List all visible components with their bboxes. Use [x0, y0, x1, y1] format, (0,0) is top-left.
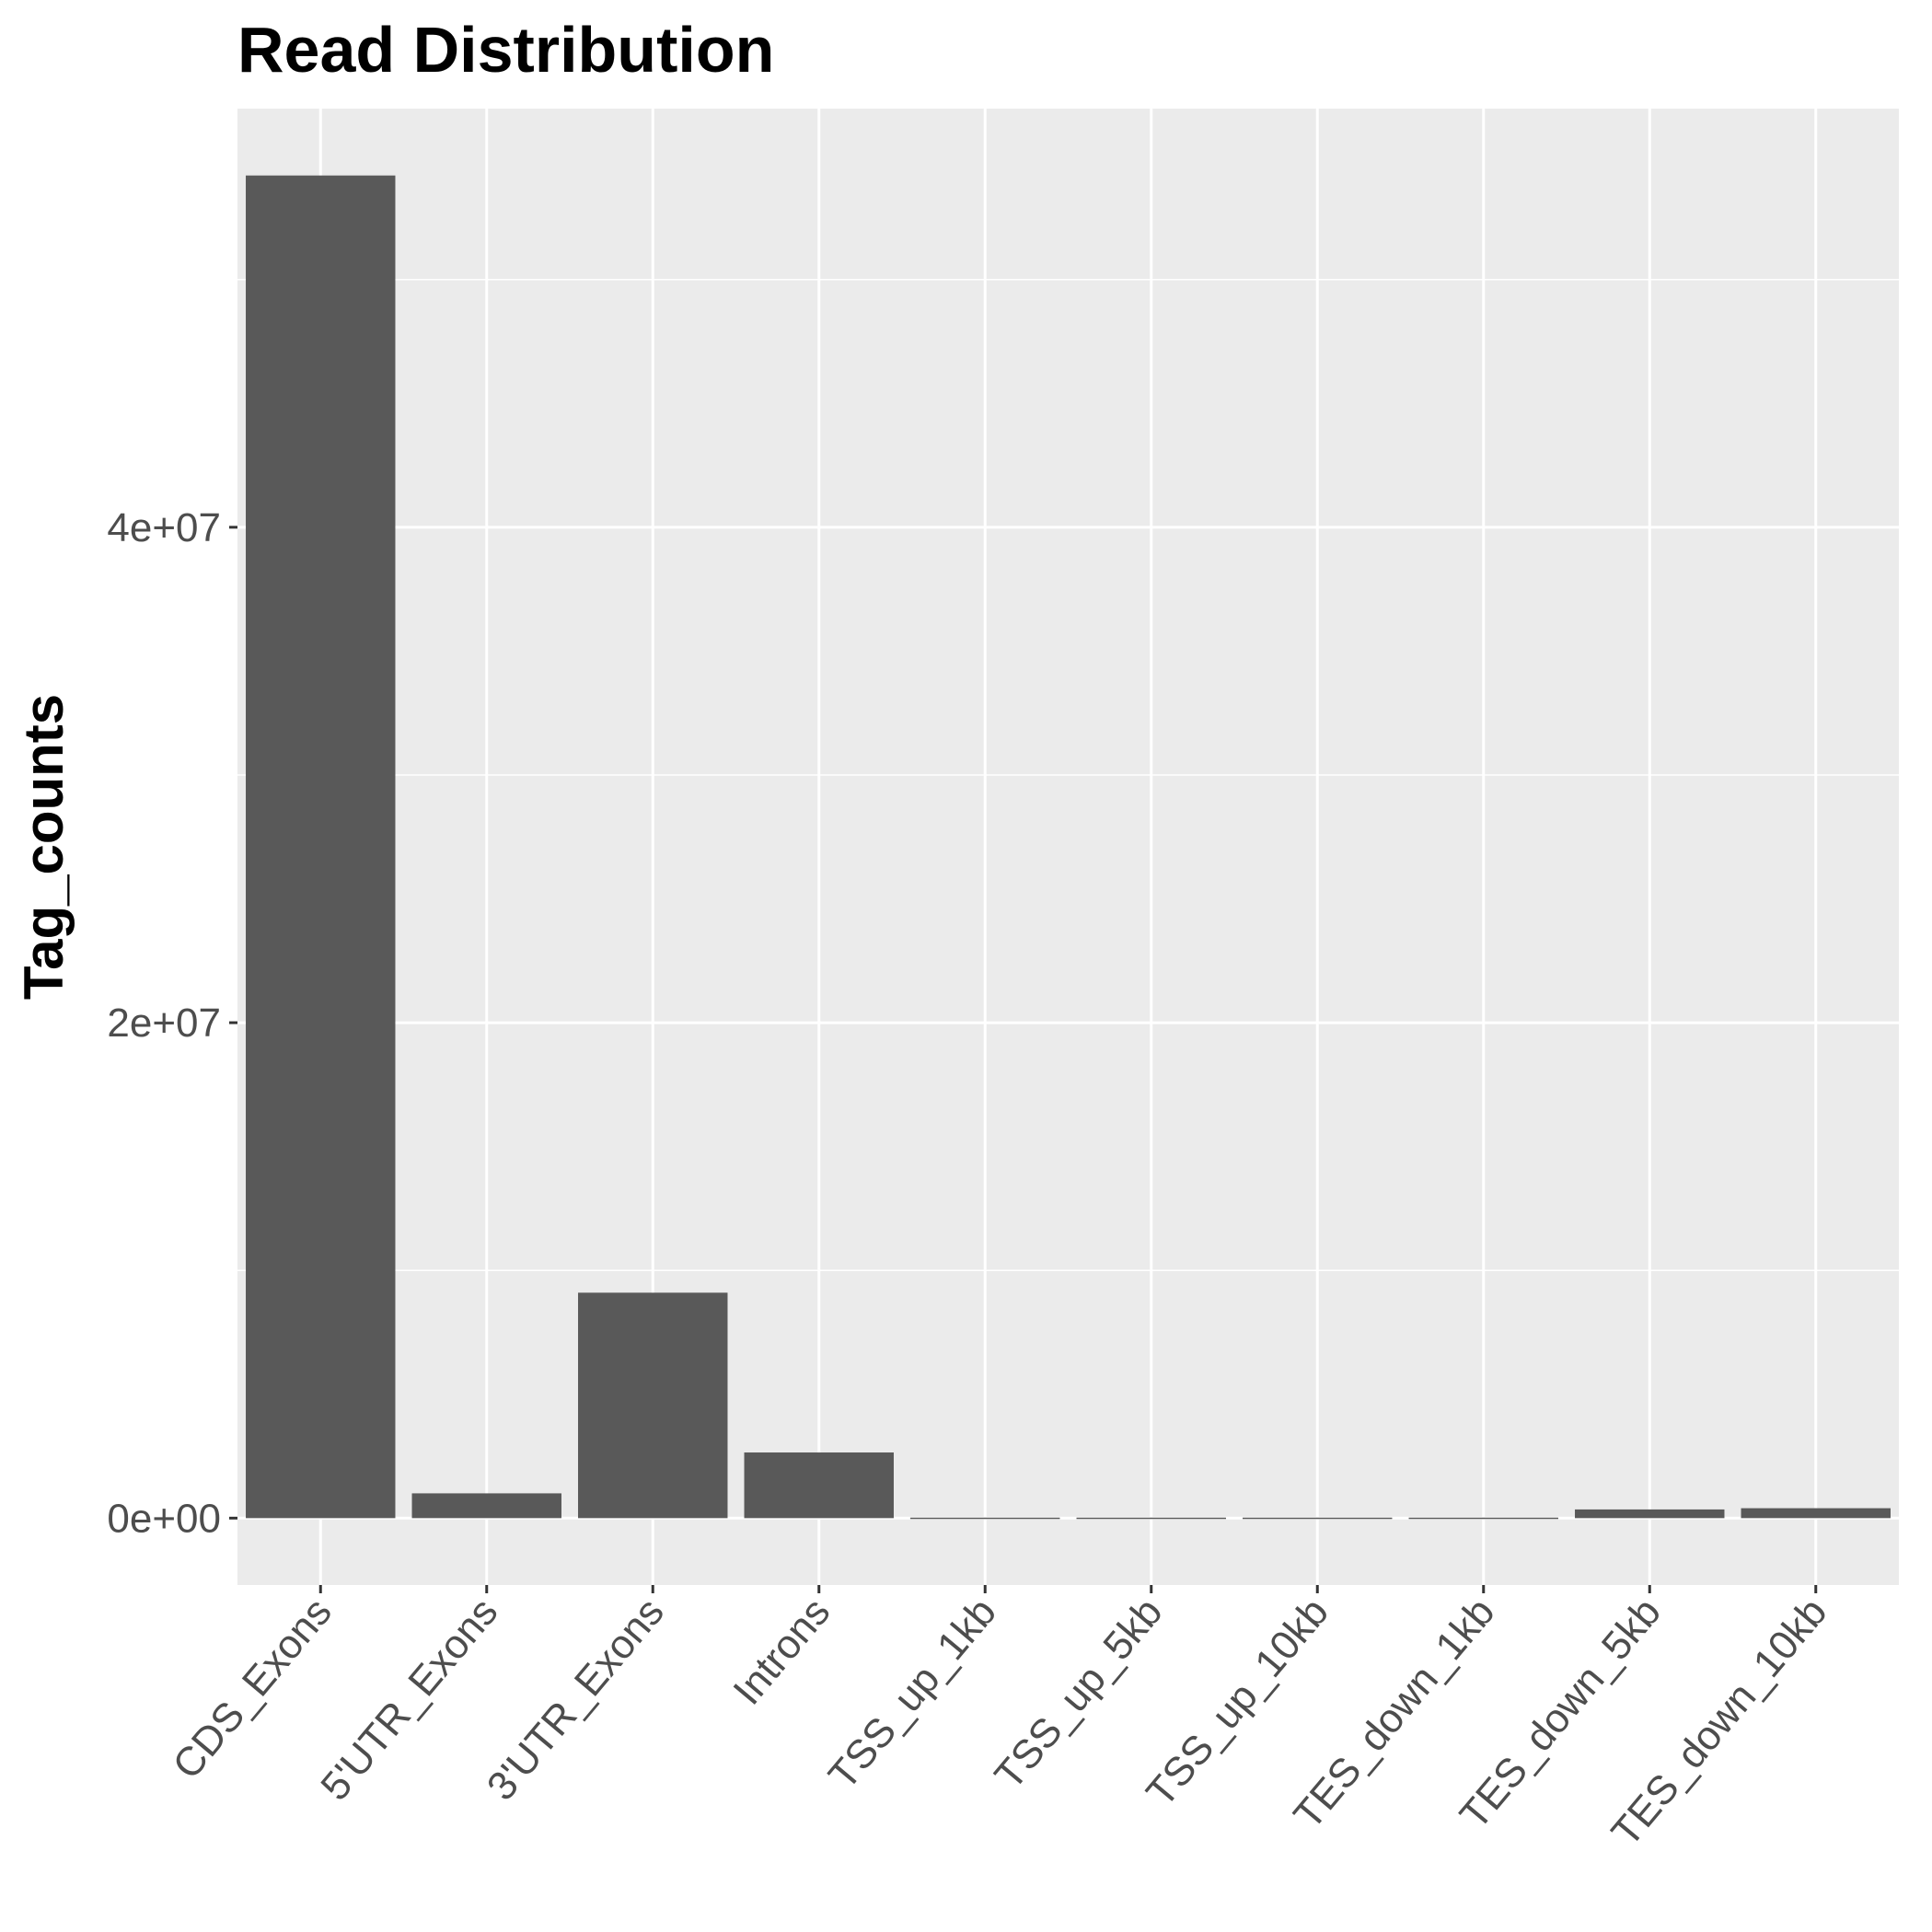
plot-panel: [237, 109, 1899, 1585]
bar-tss-up-5kb: [1076, 1517, 1226, 1520]
chart-title: Read Distribution: [237, 14, 774, 86]
bar-tss-up-1kb: [910, 1517, 1060, 1520]
y-tick-label: 4e+07: [107, 505, 221, 550]
y-tick-label: 2e+07: [107, 1001, 221, 1046]
bar-tes-down-1kb: [1408, 1517, 1558, 1520]
y-tick-label: 0e+00: [107, 1496, 221, 1541]
minor-gridlines: [237, 278, 1899, 1271]
bar-introns: [744, 1452, 894, 1519]
bar-tes-down-5kb: [1575, 1509, 1725, 1519]
bar-cds-exons: [246, 175, 396, 1519]
bar-5-utr-exons: [411, 1493, 561, 1519]
bar-tss-up-10kb: [1243, 1517, 1393, 1520]
bars: [246, 175, 1891, 1520]
y-axis: 0e+00 2e+07 4e+07: [107, 505, 237, 1541]
bar-tes-down-10kb: [1741, 1508, 1891, 1519]
bar-3-utr-exons: [578, 1292, 728, 1519]
y-axis-title: Tag_counts: [13, 694, 75, 1000]
